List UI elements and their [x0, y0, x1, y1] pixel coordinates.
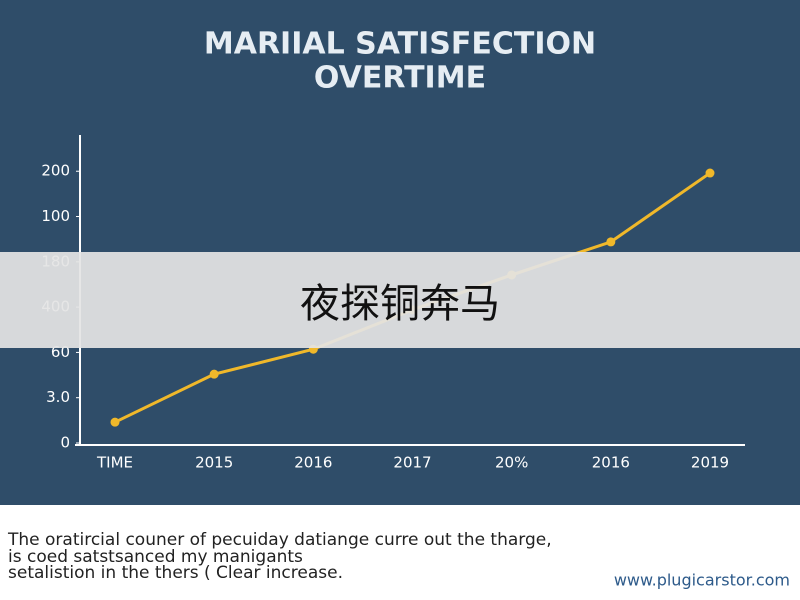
watermark: www.plugicarstor.com	[614, 571, 790, 590]
caption-background	[0, 505, 800, 600]
y-tick-label: 3.0	[46, 388, 70, 406]
y-tick-label: 0	[60, 434, 70, 452]
chart-title: OVERTIME	[314, 61, 486, 96]
point	[209, 369, 219, 379]
y-tick-label: 100	[41, 207, 70, 225]
point	[705, 168, 715, 178]
caption-line: The oratircial couner of pecuiday datian…	[7, 530, 552, 550]
point	[110, 417, 120, 427]
x-tick-label: 20%	[495, 454, 528, 472]
point	[606, 237, 616, 247]
y-tick-label: 200	[41, 162, 70, 180]
x-tick-label: 2017	[393, 454, 431, 472]
x-tick-label: 2015	[195, 454, 233, 472]
caption-line: setalistion in the thers ( Clear increas…	[8, 563, 343, 583]
overlay-text: 夜探铜奔马	[300, 281, 500, 327]
x-tick-label: TIME	[96, 454, 133, 472]
chart-title: MARIIAL SATISFECTION	[204, 27, 596, 62]
caption-line: is coed satstsanced my manigants	[8, 547, 303, 567]
x-tick-label: 2016	[592, 454, 630, 472]
overlay-band	[0, 252, 800, 348]
x-tick-label: 2019	[691, 454, 729, 472]
x-tick-label: 2016	[294, 454, 332, 472]
